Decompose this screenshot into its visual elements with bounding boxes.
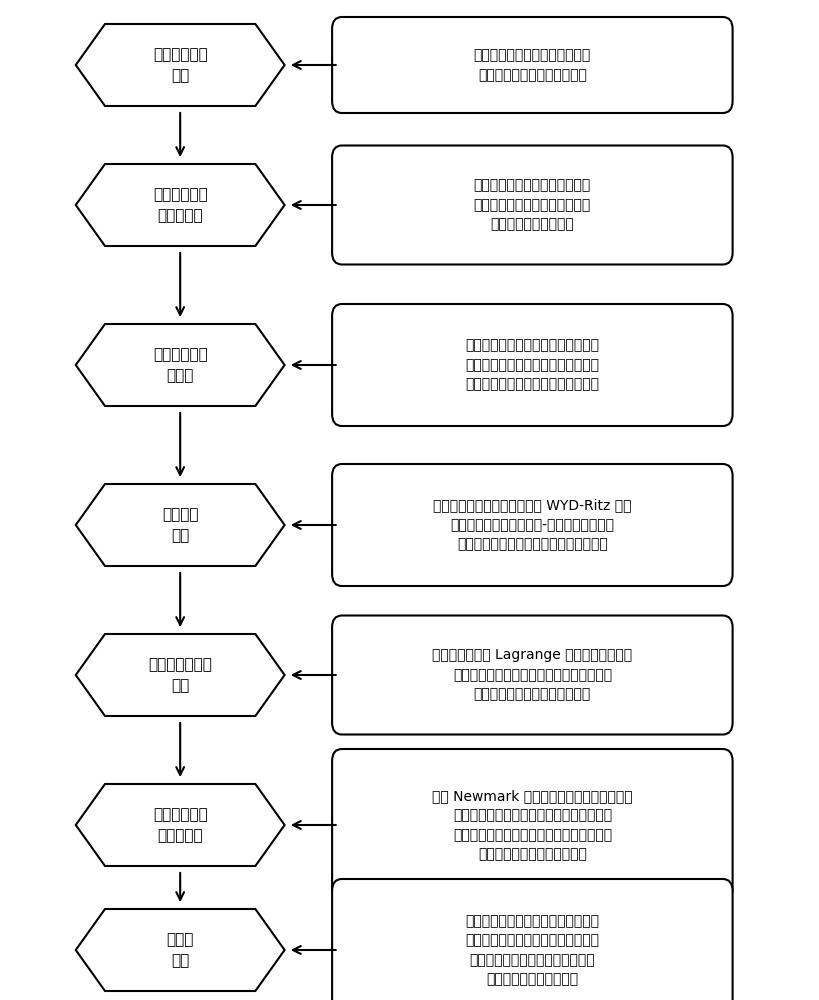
Polygon shape <box>75 484 285 566</box>
Text: 提取并显示、输出柔性附件各节点的
温度变化曲线、等效荷载变化曲线、
微振动时程响应曲线以及航天器姿
态角变化曲线等计算结果: 提取并显示、输出柔性附件各节点的 温度变化曲线、等效荷载变化曲线、 微振动时程响… <box>465 914 600 986</box>
Text: 利用模态展开和 Lagrange 方程，根据有限元
数据和等效热荷载数据，建立航天器耦合系
统的热致微振动耦合动力学模型: 利用模态展开和 Lagrange 方程，根据有限元 数据和等效热荷载数据，建立航… <box>432 648 632 702</box>
FancyBboxPatch shape <box>333 464 733 586</box>
FancyBboxPatch shape <box>333 304 733 426</box>
Polygon shape <box>75 24 285 106</box>
Text: 等效热荷载导
算模块: 等效热荷载导 算模块 <box>153 347 207 383</box>
Text: 利用结构有限元模型采用迭代 WYD-Ritz 向量
直接迭加法进行中心刚体-柔性附件耦合系统
的模态分析，获得耦合系统的周期及振型: 利用结构有限元模型采用迭代 WYD-Ritz 向量 直接迭加法进行中心刚体-柔性… <box>433 498 631 552</box>
Text: 建立航天器刚柔耦合系统的结构
有限元模型及在轨热分析模型: 建立航天器刚柔耦合系统的结构 有限元模型及在轨热分析模型 <box>473 48 591 82</box>
FancyBboxPatch shape <box>333 17 733 113</box>
Text: 利用在轨热分析模型进行航天器
柔性附件的在轨热分析，获得柔
性附件上的瞬态温度场: 利用在轨热分析模型进行航天器 柔性附件的在轨热分析，获得柔 性附件上的瞬态温度场 <box>473 178 591 232</box>
Text: 采用初应变方法进行柔性附件上瞬态
温度场的等效热荷载导算，获得各节
点上随时间变化的等效节点力和力矩: 采用初应变方法进行柔性附件上瞬态 温度场的等效热荷载导算，获得各节 点上随时间变… <box>465 338 600 391</box>
Text: 数据输入建模
模块: 数据输入建模 模块 <box>153 47 207 83</box>
Text: 模态分析
模块: 模态分析 模块 <box>162 507 198 543</box>
FancyBboxPatch shape <box>333 749 733 901</box>
FancyBboxPatch shape <box>333 145 733 264</box>
FancyBboxPatch shape <box>333 615 733 734</box>
Polygon shape <box>75 909 285 991</box>
Text: 利用 Newmark 方法结合牛顿迭代法，进行航
天器耦合系统的热致微振动耦合动力学模型
的求解，获得柔性附件的时程响应结果以及
航天器姿态角的时程响应结果: 利用 Newmark 方法结合牛顿迭代法，进行航 天器耦合系统的热致微振动耦合动… <box>432 789 632 861</box>
Polygon shape <box>75 784 285 866</box>
Text: 耦合动力学建模
模块: 耦合动力学建模 模块 <box>148 657 212 693</box>
Text: 后处理
模块: 后处理 模块 <box>166 932 194 968</box>
Text: 柔性附件在轨
热分析模块: 柔性附件在轨 热分析模块 <box>153 187 207 223</box>
Polygon shape <box>75 634 285 716</box>
FancyBboxPatch shape <box>333 879 733 1000</box>
Text: 耦合动力学模
型求解模块: 耦合动力学模 型求解模块 <box>153 807 207 843</box>
Polygon shape <box>75 164 285 246</box>
Polygon shape <box>75 324 285 406</box>
